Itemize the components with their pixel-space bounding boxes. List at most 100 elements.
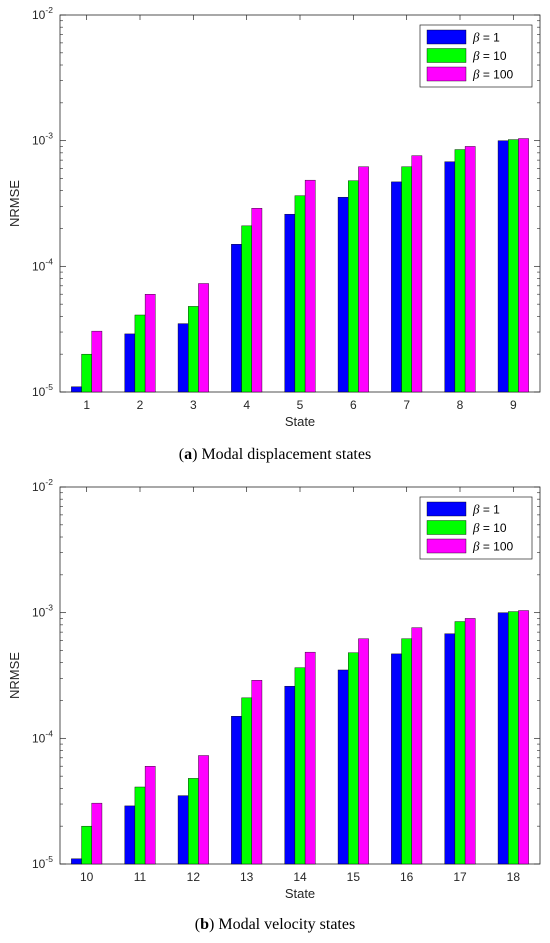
caption-a: (a) Modal displacement states — [0, 446, 550, 464]
chart-b: 10-5 10-4 10-3 10-2 10 11 12 13 14 15 16 17 18 State N… — [0, 472, 550, 912]
chart1-legend-swatch-1 — [427, 502, 466, 516]
chart1-bar-11-series1 — [125, 806, 135, 864]
chart1-bar-16-series3 — [412, 628, 422, 864]
chart0-legend-label-3: β = 100 — [472, 67, 514, 82]
chart0-bar-1-series3 — [92, 331, 102, 392]
chart0-bar-5-series3 — [305, 180, 315, 392]
chart1-bar-12-series3 — [198, 756, 208, 864]
caption-b-text: ) Modal velocity states — [209, 916, 355, 933]
chart1-bar-12-series1 — [178, 796, 188, 864]
chart0-xtick-label: 7 — [403, 398, 410, 412]
chart1-xtick-label: 12 — [187, 870, 201, 884]
chart0-bar-4-series2 — [242, 226, 252, 392]
chart0-bar-9-series3 — [518, 139, 528, 392]
chart0-xtick-label: 8 — [457, 398, 464, 412]
chart0-ytick-label: 10-3 — [32, 131, 53, 148]
chart0-bar-8-series1 — [445, 162, 455, 392]
chart0-ytick-label: 10-5 — [32, 382, 53, 399]
chart1-xtick-label: 15 — [347, 870, 361, 884]
chart0-bar-9-series2 — [508, 140, 518, 392]
chart1-bar-17-series2 — [455, 622, 465, 864]
chart0-bar-3-series1 — [178, 324, 188, 392]
chart-a: 10-5 10-4 10-3 10-2 1 2 3 4 5 6 7 8 9 State NRMSE β = 1… — [0, 0, 550, 440]
chart1-xtick-label: 14 — [293, 870, 307, 884]
chart1-bar-10-series1 — [71, 859, 81, 864]
chart1-bar-14-series2 — [295, 668, 305, 864]
chart1-xtick-label: 10 — [80, 870, 94, 884]
figure-a: 10-5 10-4 10-3 10-2 1 2 3 4 5 6 7 8 9 State NRMSE β = 1… — [0, 0, 550, 470]
chart0-bar-9-series1 — [498, 141, 508, 392]
chart1-ytick-label: 10-5 — [32, 854, 53, 871]
chart0-bar-2-series1 — [125, 334, 135, 392]
chart0-bar-2-series3 — [145, 294, 155, 392]
chart0-bar-7-series3 — [412, 156, 422, 392]
chart0-bar-2-series2 — [135, 315, 145, 392]
caption-a-text: ) Modal displacement states — [192, 446, 371, 463]
chart1-bar-18-series2 — [508, 612, 518, 864]
chart0-bar-1-series1 — [71, 387, 81, 392]
chart1-xlabel: State — [285, 886, 315, 901]
chart0-bar-8-series2 — [455, 150, 465, 392]
chart1-legend-label-3: β = 100 — [472, 539, 514, 554]
chart0-bar-6-series3 — [358, 167, 368, 392]
chart1-bar-14-series3 — [305, 652, 315, 864]
chart1-bar-12-series2 — [188, 778, 198, 864]
chart1-bar-10-series3 — [92, 803, 102, 864]
chart1-bar-11-series3 — [145, 766, 155, 864]
chart1-ytick-label: 10-2 — [32, 477, 53, 494]
chart0-bar-7-series1 — [391, 182, 401, 392]
chart0-xtick-label: 9 — [510, 398, 517, 412]
chart1-bar-17-series1 — [445, 634, 455, 864]
caption-b-letter: b — [200, 916, 209, 933]
chart0-bar-5-series1 — [285, 214, 295, 392]
chart1-bar-13-series3 — [252, 680, 262, 864]
chart0-legend-swatch-3 — [427, 67, 466, 81]
chart1-bar-13-series2 — [242, 698, 252, 864]
chart1-xtick-label: 11 — [134, 870, 147, 884]
chart1-legend-swatch-2 — [427, 521, 466, 535]
chart1-bar-18-series3 — [518, 611, 528, 864]
chart1-ylabel: NRMSE — [7, 652, 22, 699]
chart0-ylabel: NRMSE — [7, 180, 22, 227]
chart0-bar-3-series3 — [198, 284, 208, 392]
chart0-bar-8-series3 — [465, 146, 475, 392]
caption-b: (b) Modal velocity states — [0, 916, 550, 934]
chart1-bar-14-series1 — [285, 686, 295, 864]
chart1-bar-11-series2 — [135, 787, 145, 864]
chart0-ytick-label: 10-4 — [32, 256, 53, 273]
chart1-legend-swatch-3 — [427, 539, 466, 553]
chart1-xtick-label: 13 — [240, 870, 254, 884]
chart0-xtick-label: 6 — [350, 398, 357, 412]
chart0-ytick-label: 10-2 — [32, 5, 53, 22]
chart1-bar-16-series2 — [402, 639, 412, 864]
chart1-bar-10-series2 — [82, 826, 92, 864]
chart1-bar-17-series3 — [465, 618, 475, 864]
chart0-bar-1-series2 — [82, 354, 92, 392]
chart1-xtick-label: 18 — [507, 870, 521, 884]
chart1-bar-15-series1 — [338, 670, 348, 864]
chart1-ytick-label: 10-4 — [32, 728, 53, 745]
chart0-bar-4-series3 — [252, 208, 262, 392]
chart1-xtick-label: 16 — [400, 870, 414, 884]
chart0-legend-label-2: β = 10 — [472, 48, 507, 63]
chart1-bar-13-series1 — [231, 716, 241, 864]
chart0-bar-6-series2 — [348, 181, 358, 392]
chart1-legend-label-1: β = 1 — [472, 502, 500, 517]
chart1-bar-15-series2 — [348, 653, 358, 864]
chart0-legend-label-1: β = 1 — [472, 30, 500, 45]
chart0-xtick-label: 4 — [243, 398, 250, 412]
chart0-xtick-label: 3 — [190, 398, 197, 412]
chart0-legend-swatch-2 — [427, 49, 466, 63]
chart0-xtick-label: 2 — [137, 398, 144, 412]
chart1-bar-18-series1 — [498, 613, 508, 864]
chart0-xtick-label: 1 — [83, 398, 90, 412]
chart0-bar-4-series1 — [231, 244, 241, 392]
figure-b: 10-5 10-4 10-3 10-2 10 11 12 13 14 15 16 17 18 State N… — [0, 472, 550, 943]
chart1-ytick-label: 10-3 — [32, 603, 53, 620]
chart0-bar-6-series1 — [338, 197, 348, 392]
chart0-bar-7-series2 — [402, 167, 412, 392]
chart0-xlabel: State — [285, 414, 315, 429]
chart0-xtick-label: 5 — [297, 398, 304, 412]
chart0-legend-swatch-1 — [427, 30, 466, 44]
chart0-bar-5-series2 — [295, 196, 305, 392]
